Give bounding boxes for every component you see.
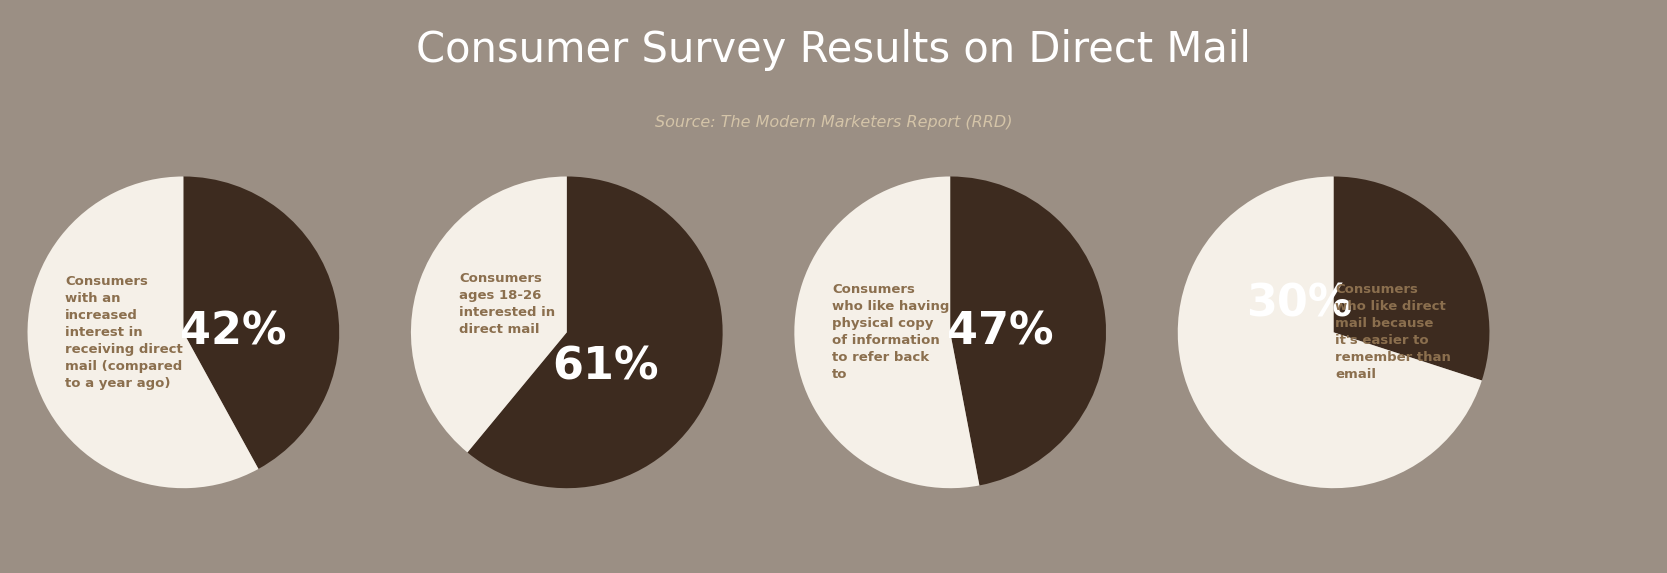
Text: Consumers
with an
increased
interest in
receiving direct
mail (compared
to a yea: Consumers with an increased interest in … [65,275,183,390]
Wedge shape [467,176,722,488]
Text: Consumers
who like having
physical copy
of information
to refer back
to: Consumers who like having physical copy … [832,283,950,382]
Text: Source: The Modern Marketers Report (RRD): Source: The Modern Marketers Report (RRD… [655,115,1012,129]
Wedge shape [28,176,258,488]
Text: 47%: 47% [947,311,1054,354]
Text: Consumers
ages 18-26
interested in
direct mail: Consumers ages 18-26 interested in direc… [460,272,555,336]
Wedge shape [1179,176,1482,488]
Wedge shape [795,176,980,488]
Text: Consumers
who like direct
mail because
it's easier to
remember than
email: Consumers who like direct mail because i… [1335,283,1450,382]
Text: 61%: 61% [552,345,658,388]
Wedge shape [1334,176,1489,380]
Text: Consumer Survey Results on Direct Mail: Consumer Survey Results on Direct Mail [417,29,1250,70]
Wedge shape [950,176,1105,485]
Wedge shape [412,176,567,453]
Text: 30%: 30% [1247,283,1352,326]
Wedge shape [183,176,338,469]
Text: 42%: 42% [180,311,287,354]
